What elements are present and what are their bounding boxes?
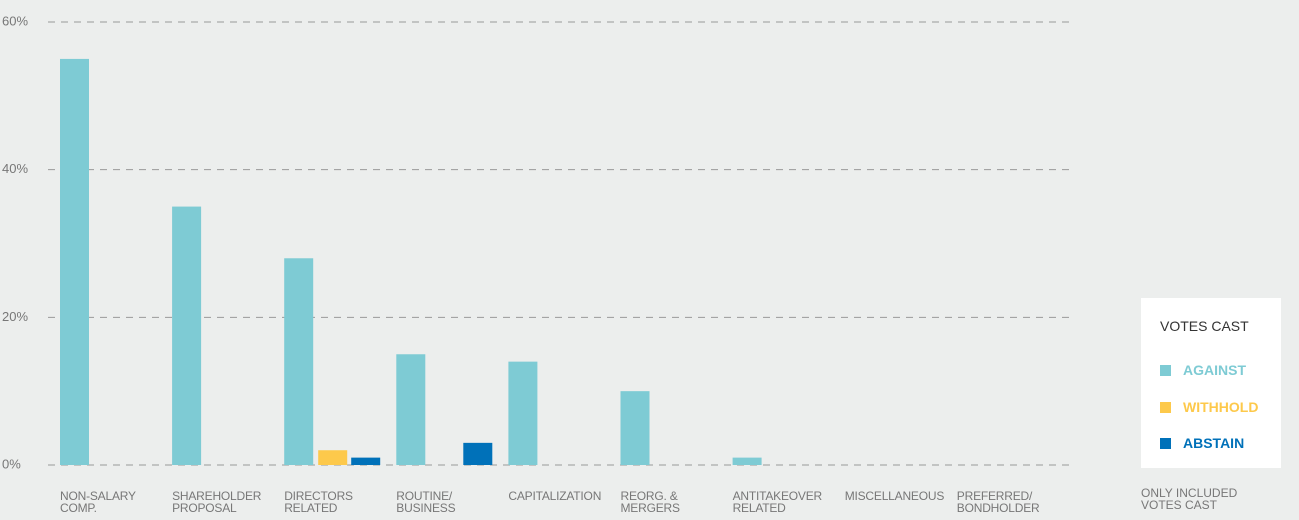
x-tick-label: NON-SALARY COMP. xyxy=(60,489,136,515)
bar xyxy=(60,58,89,466)
legend-swatch xyxy=(1160,365,1171,376)
x-tick-label: PREFERRED/ BONDHOLDER xyxy=(956,489,1040,515)
x-tick-label: MISCELLANEOUS xyxy=(844,489,945,503)
legend-label: AGAINST xyxy=(1183,362,1246,378)
bar xyxy=(172,206,202,466)
legend-entry: ABSTAIN xyxy=(1160,435,1244,451)
x-tick-label: REORG. & MERGERS xyxy=(620,489,680,515)
x-tick-label: ROUTINE/ BUSINESS xyxy=(396,489,456,515)
bar xyxy=(508,361,538,465)
legend-label: ABSTAIN xyxy=(1183,435,1245,451)
x-tick-label: SHAREHOLDER PROPOSAL xyxy=(172,489,262,515)
legend-entry: AGAINST xyxy=(1160,362,1246,378)
legend-swatch xyxy=(1160,401,1171,413)
legend-swatch xyxy=(1160,438,1171,449)
y-tick-label: 0% xyxy=(2,456,21,471)
x-tick-label: ANTITAKEOVER RELATED xyxy=(732,489,823,515)
legend: VOTES CAST AGAINST WITHHOLD ABSTAIN xyxy=(1141,298,1281,468)
legend-label: WITHHOLD xyxy=(1183,398,1259,415)
bar xyxy=(318,450,348,465)
bar xyxy=(396,354,426,465)
y-tick-label: 40% xyxy=(2,161,28,176)
y-tick-label: 20% xyxy=(2,309,28,324)
bar xyxy=(620,391,650,465)
legend-title: VOTES CAST xyxy=(1160,318,1249,334)
x-tick-label: CAPITALIZATION xyxy=(508,489,602,503)
legend-entry: WITHHOLD xyxy=(1160,399,1258,415)
bar xyxy=(463,442,493,465)
bar xyxy=(351,457,381,465)
x-tick-label: DIRECTORS RELATED xyxy=(284,489,353,515)
bar xyxy=(732,457,762,465)
note: ONLY INCLUDED VOTES CAST xyxy=(1141,486,1238,512)
y-tick-label: 60% xyxy=(2,13,28,28)
bar xyxy=(284,258,314,465)
